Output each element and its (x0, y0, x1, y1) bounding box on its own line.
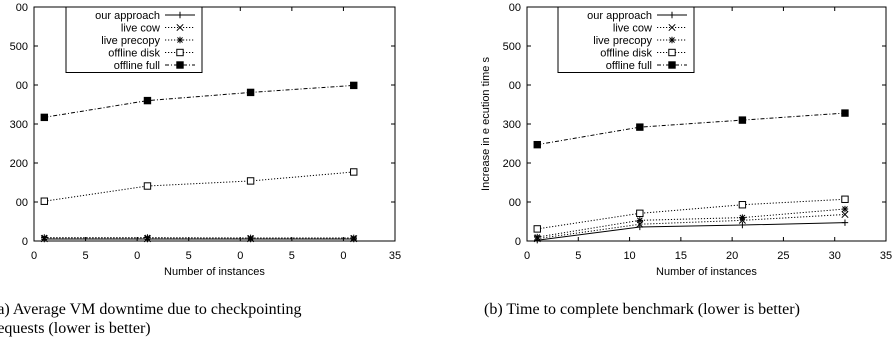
chart-b-series-line-2 (537, 208, 846, 238)
chart-b-series-line-1 (537, 213, 845, 240)
chart-a-series-3-point (143, 182, 152, 190)
chart-b-legend-label-3: offline disk (600, 48, 652, 60)
chart-a-legend-label-1: live cow (121, 23, 160, 35)
chart-b-x-tick-label: 20 (726, 250, 738, 262)
chart-b-x-tick-label: 10 (623, 250, 635, 262)
chart-b-y-tick-label: 200 (503, 158, 521, 170)
chart-b-series-2-point (534, 233, 541, 241)
chart-a-y-tick-label: 300 (10, 119, 28, 131)
chart-a-y-tick-label: 00 (16, 80, 28, 92)
chart-b-series-line-0 (537, 222, 845, 241)
chart-b-series-4-point (841, 109, 849, 117)
chart-b-series-0-point (841, 219, 849, 226)
chart-a-series-2-point (41, 234, 48, 241)
chart-b-legend-marker-2 (668, 36, 676, 44)
chart-b-series-0-point (739, 221, 746, 229)
chart-b-legend-marker-4 (668, 61, 676, 69)
chart-a-x-tick-label: 35 (389, 250, 401, 262)
chart-a-legend-marker-3 (176, 48, 184, 57)
chart-b-y-tick-label: 00 (509, 197, 521, 209)
chart-a-x-tick-label: 0 (237, 250, 243, 262)
chart-b-x-tick-label: 25 (777, 250, 789, 262)
chart-b-legend-label-0: our approach (587, 10, 652, 22)
chart-a-series-2-point (247, 234, 254, 242)
chart-b-series-3-point (533, 225, 541, 233)
chart-a-x-tick-label: 0 (340, 250, 346, 262)
chart-a-x-tick-label: 0 (134, 250, 140, 262)
chart-a-y-tick-label: 200 (10, 158, 28, 170)
chart-a-series-line-4 (44, 84, 354, 118)
chart-a-series-2-point (350, 234, 357, 242)
caption-a-line-1: (a) Average VM downtime due to checkpoin… (0, 301, 302, 318)
chart-a-series-4-point (143, 96, 152, 105)
chart-a-x-axis-label: Number of instances (164, 266, 265, 278)
chart-a-legend-marker-0 (176, 11, 184, 19)
chart-b-series-4-point (738, 116, 747, 124)
chart-b-series-line-4 (537, 112, 846, 146)
chart-b-legend-marker-1 (668, 23, 676, 32)
chart-b-y-tick-label: 300 (503, 119, 521, 131)
chart-b-y-tick-label: 500 (503, 41, 521, 53)
caption-a: (a) Average VM downtime due to checkpoin… (0, 300, 302, 338)
chart-a-x-tick-label: 5 (83, 250, 89, 262)
chart-a-y-tick-label: 00 (16, 2, 28, 14)
chart-b-x-tick-label: 15 (675, 250, 687, 262)
chart-b-legend-label-2: live precopy (593, 35, 652, 47)
chart-b-series-line-3 (537, 198, 845, 230)
chart-b-legend-marker-0 (668, 11, 676, 19)
chart-b-series-3-point (841, 195, 849, 203)
chart-b-series-3-point (636, 209, 644, 218)
chart-b-series-2-point (739, 214, 746, 221)
chart-b-x-tick-label: 5 (575, 250, 581, 262)
chart-a-x-tick-label: 5 (186, 250, 192, 262)
chart-b-series-4-point (533, 140, 541, 149)
chart-a-series-4-point (246, 88, 255, 97)
caption-b: (b) Time to complete benchmark (lower is… (484, 300, 800, 319)
chart-b-x-tick-label: 0 (524, 250, 530, 262)
caption-b-line-1: (b) Time to complete benchmark (lower is… (484, 301, 800, 318)
caption-a-line-2: requests (lower is better) (0, 320, 151, 337)
chart-a-series-line-3 (44, 171, 354, 202)
chart-b-y-tick-label: 0 (515, 236, 521, 248)
chart-a-legend-marker-1 (176, 23, 184, 32)
chart-b-legend-label-4: offline full (606, 60, 652, 72)
chart-a-y-tick-label: 00 (16, 197, 28, 209)
chart-a-series-2-point (144, 234, 151, 241)
chart-b-y-tick-label: 00 (509, 80, 521, 92)
chart-b-x-axis-label: Number of instances (656, 266, 757, 278)
chart-a-series-3-point (40, 197, 49, 205)
chart-a-legend-label-2: live precopy (101, 35, 160, 47)
chart-b-series-2-point (841, 205, 849, 213)
chart-b-series-2-point (636, 217, 644, 224)
chart-b-legend-marker-3 (668, 48, 676, 57)
chart-a-y-tick-label: 500 (10, 41, 28, 53)
chart-a-legend-marker-4 (176, 61, 184, 69)
chart-a-legend-label-3: offline disk (108, 48, 160, 60)
chart-a-series-3-point (246, 177, 255, 185)
chart-a-y-tick-label: 0 (22, 236, 28, 248)
chart-b-x-tick-label: 35 (880, 250, 892, 262)
chart-a-x-tick-label: 5 (289, 250, 295, 262)
chart-a-legend-label-0: our approach (95, 10, 160, 22)
chart-b-x-tick-label: 30 (829, 250, 841, 262)
chart-a-series-3-point (350, 168, 358, 176)
chart-a-x-tick-label: 0 (31, 250, 37, 262)
chart-b-series-4-point (636, 123, 644, 131)
chart-a-series-4-point (350, 81, 358, 90)
chart-b-series-3-point (738, 201, 747, 209)
chart-a-series-4-point (40, 113, 49, 122)
chart-a-legend-label-4: offline full (114, 60, 160, 72)
chart-a-legend-marker-2 (176, 36, 184, 44)
chart-b-y-tick-label: 00 (509, 2, 521, 14)
chart-b-y-axis-label: Increase in e ecution time s (480, 57, 492, 191)
chart-b-series-1-point (841, 210, 849, 219)
chart-b-legend-label-1: live cow (613, 23, 652, 35)
